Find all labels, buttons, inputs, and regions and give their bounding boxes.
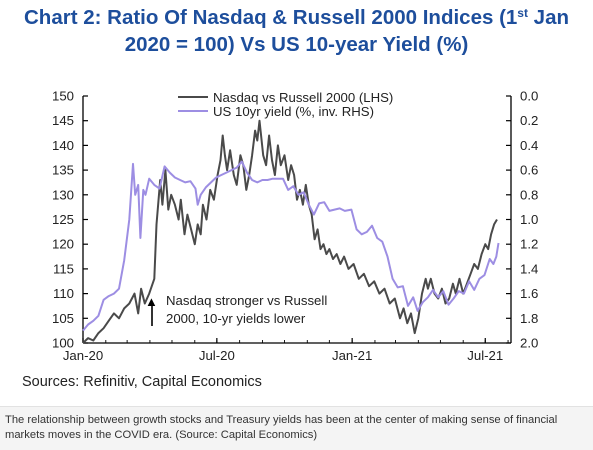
y-right-tick-label: 1.4 [520,261,538,276]
y-left-tick-label: 140 [52,138,74,153]
x-tick-label: Jan-20 [63,348,103,363]
y-left-tick-label: 100 [52,336,74,351]
chart-annotation: ▲ Nasdaq stronger vs Russell 2000, 10-yr… [145,293,327,326]
annotation-text-line2: 2000, 10-yr yields lower [166,311,306,326]
y-left-tick-label: 125 [52,212,74,227]
y-right-tick-label: 2.0 [520,336,538,351]
y-left-tick-label: 130 [52,187,74,202]
chart-axes: 150 145 140 135 130 125 120 115 110 105 100 0.0 0.2 0… [52,89,538,364]
x-tick-label: Jan-21 [332,348,372,363]
y-right-tick-label: 0.8 [520,187,538,202]
chart-sources: Sources: Refinitiv, Capital Economics [22,374,262,390]
caption-bar: The relationship between growth stocks a… [0,406,593,450]
legend-label-nasdaq-ratio: Nasdaq vs Russell 2000 (LHS) [213,90,393,105]
chart-title-line2: 2020 = 100) Vs US 10-year Yield (%) [124,33,469,56]
y-right-tick-label: 1.8 [520,311,538,326]
chart-title-main: Chart 2: Ratio Of Nasdaq & Russell 2000 … [24,6,518,29]
chart-figure: Chart 2: Ratio Of Nasdaq & Russell 2000 … [0,4,593,390]
y-left-tick-label: 105 [52,311,74,326]
chart-title: Chart 2: Ratio Of Nasdaq & Russell 2000 … [0,4,593,58]
chart-series-layer [82,119,500,344]
y-left-tick-label: 115 [53,261,74,276]
series-line-nasdaq-ratio [82,119,498,344]
y-right-tick-label: 0.0 [520,89,538,104]
y-left-tick-label: 150 [52,89,74,104]
chart-title-superscript: st [517,6,528,20]
annotation-text-line1: Nasdaq stronger vs Russell [166,293,327,308]
legend-label-us10yr-yield: US 10yr yield (%, inv. RHS) [213,104,374,119]
y-left-tick-label: 120 [52,237,74,252]
y-right-tick-label: 0.6 [520,163,538,178]
chart-plot: 150 145 140 135 130 125 120 115 110 105 100 0.0 0.2 0… [52,89,538,364]
figure-caption: The relationship between growth stocks a… [5,414,558,441]
y-right-tick-label: 0.4 [520,138,538,153]
x-tick-label: Jul-21 [467,348,503,363]
y-left-tick-label: 135 [52,163,74,178]
annotation-arrow-icon: ▲ [145,294,158,309]
y-right-tick-label: 1.2 [520,237,538,252]
chart-title-end: Jan [527,6,569,29]
x-tick-label: Jul-20 [199,348,235,363]
chart-legend: Nasdaq vs Russell 2000 (LHS) US 10yr yie… [178,90,393,119]
y-right-tick-label: 1.6 [520,286,538,301]
y-left-tick-label: 110 [53,286,74,301]
y-left-tick-label: 145 [52,113,74,128]
y-right-tick-label: 1.0 [520,212,538,227]
y-right-tick-label: 0.2 [520,113,538,128]
series-line-us10yr-yield [82,160,500,332]
